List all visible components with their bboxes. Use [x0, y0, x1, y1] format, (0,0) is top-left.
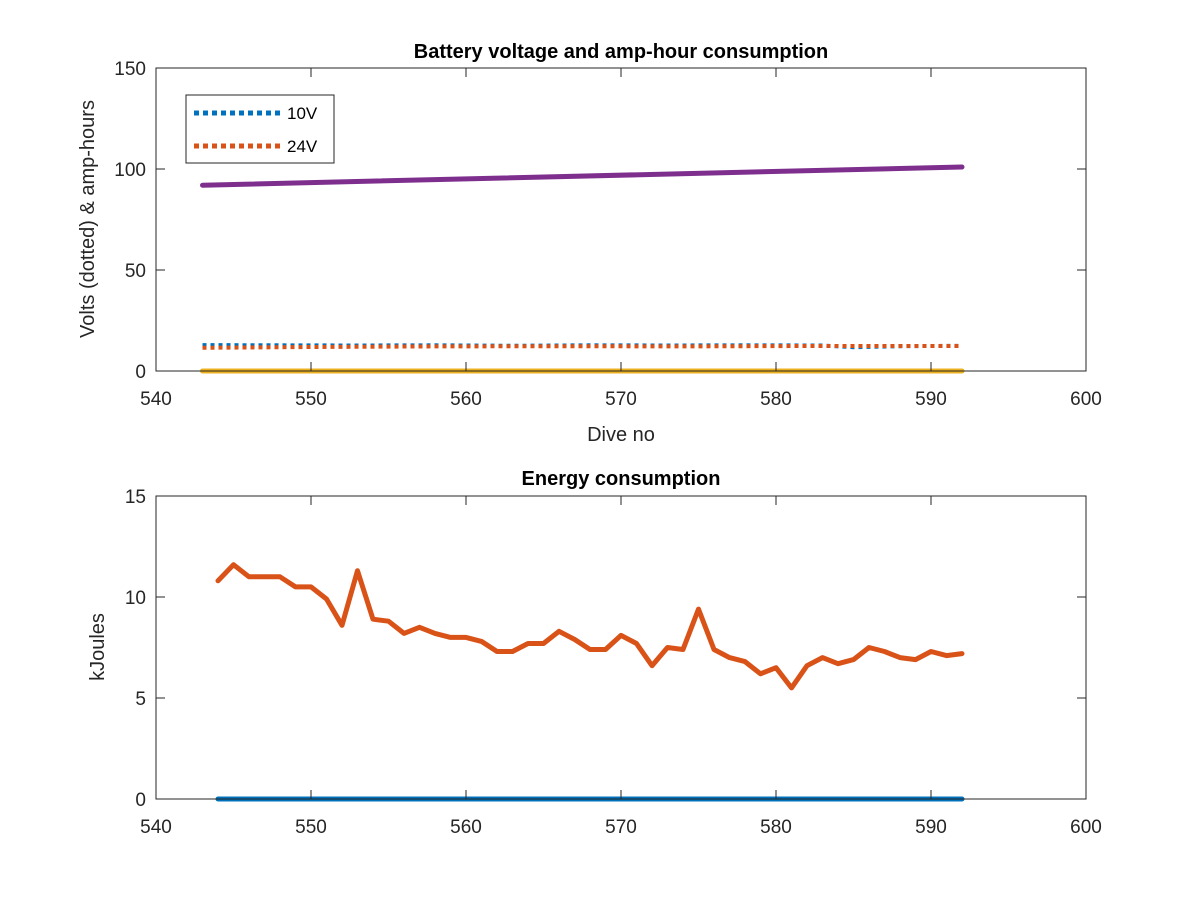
x-axis-ticks: 540 550 560 570 580 590 600 [140, 496, 1102, 838]
y-axis-ticks: 0 50 100 150 [114, 59, 1086, 383]
y-axis-label: kJoules [87, 613, 109, 681]
legend-label-24v: 24V [287, 137, 318, 156]
voltage-amphour-chart: 540 550 560 570 580 590 600 0 50 100 150 Battery … [77, 41, 1102, 446]
y-axis-label: Volts (dotted) & amp-hours [77, 100, 99, 338]
y-tick-label: 0 [135, 362, 146, 383]
x-tick-label: 590 [915, 817, 947, 838]
plot-area [156, 496, 1086, 799]
y-tick-label: 100 [114, 160, 146, 181]
legend: 10V 24V [185, 94, 335, 164]
x-tick-label: 540 [140, 389, 172, 410]
x-tick-label: 600 [1070, 817, 1102, 838]
x-tick-label: 600 [1070, 389, 1102, 410]
y-tick-label: 5 [135, 689, 146, 710]
x-tick-label: 580 [760, 817, 792, 838]
y-axis-ticks: 0 5 10 15 [125, 487, 1086, 811]
x-tick-label: 560 [450, 817, 482, 838]
x-tick-label: 580 [760, 389, 792, 410]
energy-consumption-chart: 540 550 560 570 580 590 600 0 5 10 15 Energy cons… [87, 468, 1102, 838]
x-tick-label: 570 [605, 817, 637, 838]
x-tick-label: 550 [295, 389, 327, 410]
x-tick-label: 550 [295, 817, 327, 838]
y-tick-label: 150 [114, 59, 146, 80]
x-axis-label: Dive no [587, 424, 655, 446]
chart-title: Energy consumption [522, 468, 721, 490]
series-line-series-0 [215, 562, 965, 691]
x-tick-label: 560 [450, 389, 482, 410]
y-tick-label: 15 [125, 487, 146, 508]
x-tick-label: 590 [915, 389, 947, 410]
x-tick-label: 540 [140, 817, 172, 838]
y-tick-label: 50 [125, 261, 146, 282]
x-axis-ticks: 540 550 560 570 580 590 600 [140, 68, 1102, 410]
legend-label-10v: 10V [287, 104, 318, 123]
x-tick-label: 570 [605, 389, 637, 410]
legend-box [185, 94, 335, 164]
series-line-series-2 [200, 164, 965, 188]
y-tick-label: 0 [135, 790, 146, 811]
chart-title: Battery voltage and amp-hour consumption [414, 41, 828, 63]
y-tick-label: 10 [125, 588, 146, 609]
